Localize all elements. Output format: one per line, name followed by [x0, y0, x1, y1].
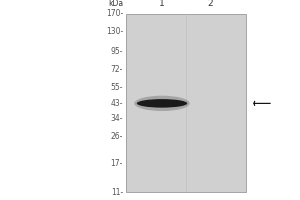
Text: 130-: 130- — [106, 27, 123, 36]
Text: 55-: 55- — [110, 83, 123, 92]
Text: kDa: kDa — [108, 0, 123, 8]
Text: 72-: 72- — [111, 65, 123, 74]
Text: 1: 1 — [159, 0, 165, 8]
Text: 17-: 17- — [111, 159, 123, 168]
Text: 95-: 95- — [110, 47, 123, 56]
Text: 11-: 11- — [111, 188, 123, 197]
Bar — [126, 14, 246, 192]
Text: 26-: 26- — [111, 132, 123, 141]
Text: 43-: 43- — [110, 99, 123, 108]
Ellipse shape — [137, 99, 187, 108]
Text: 34-: 34- — [110, 114, 123, 123]
Text: 170-: 170- — [106, 9, 123, 18]
Ellipse shape — [134, 96, 190, 111]
Text: 2: 2 — [207, 0, 213, 8]
